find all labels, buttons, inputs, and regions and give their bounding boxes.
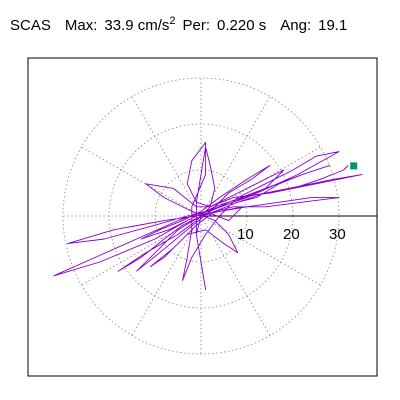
marker-layer — [350, 162, 358, 170]
chart-title: SCAS Max: 33.9 cm/s2 Per: 0.220 s Ang: 19.1 — [10, 15, 348, 35]
grid-spoke-120 — [131, 96, 202, 217]
ring-label-20: 20 — [283, 226, 300, 243]
grid-spoke-150 — [81, 146, 202, 217]
grid-spoke-60 — [200, 96, 271, 217]
endpoint-marker — [350, 162, 358, 170]
plot-frame — [27, 57, 378, 377]
ring-labels: 10 20 30 — [237, 226, 346, 243]
ring-label-30: 30 — [329, 226, 346, 243]
grid-spoke-240 — [131, 215, 202, 336]
particle-motion-trace — [53, 141, 363, 291]
max-unit-exponent: 2 — [169, 15, 176, 27]
angle-value: 19.1 — [318, 17, 348, 34]
grid-spoke-330 — [200, 215, 321, 286]
station-name: SCAS — [10, 17, 51, 34]
grid-spoke-210 — [81, 215, 202, 286]
period-label: Per: — [182, 17, 211, 34]
period-value: 0.220 s — [217, 17, 267, 34]
max-value: 33.9 cm/s — [104, 17, 170, 34]
grid-spoke-300 — [200, 215, 271, 336]
max-label: Max: — [64, 17, 98, 34]
ring-label-10: 10 — [237, 226, 254, 243]
angle-label: Ang: — [280, 17, 312, 34]
trace-layer — [53, 141, 363, 291]
